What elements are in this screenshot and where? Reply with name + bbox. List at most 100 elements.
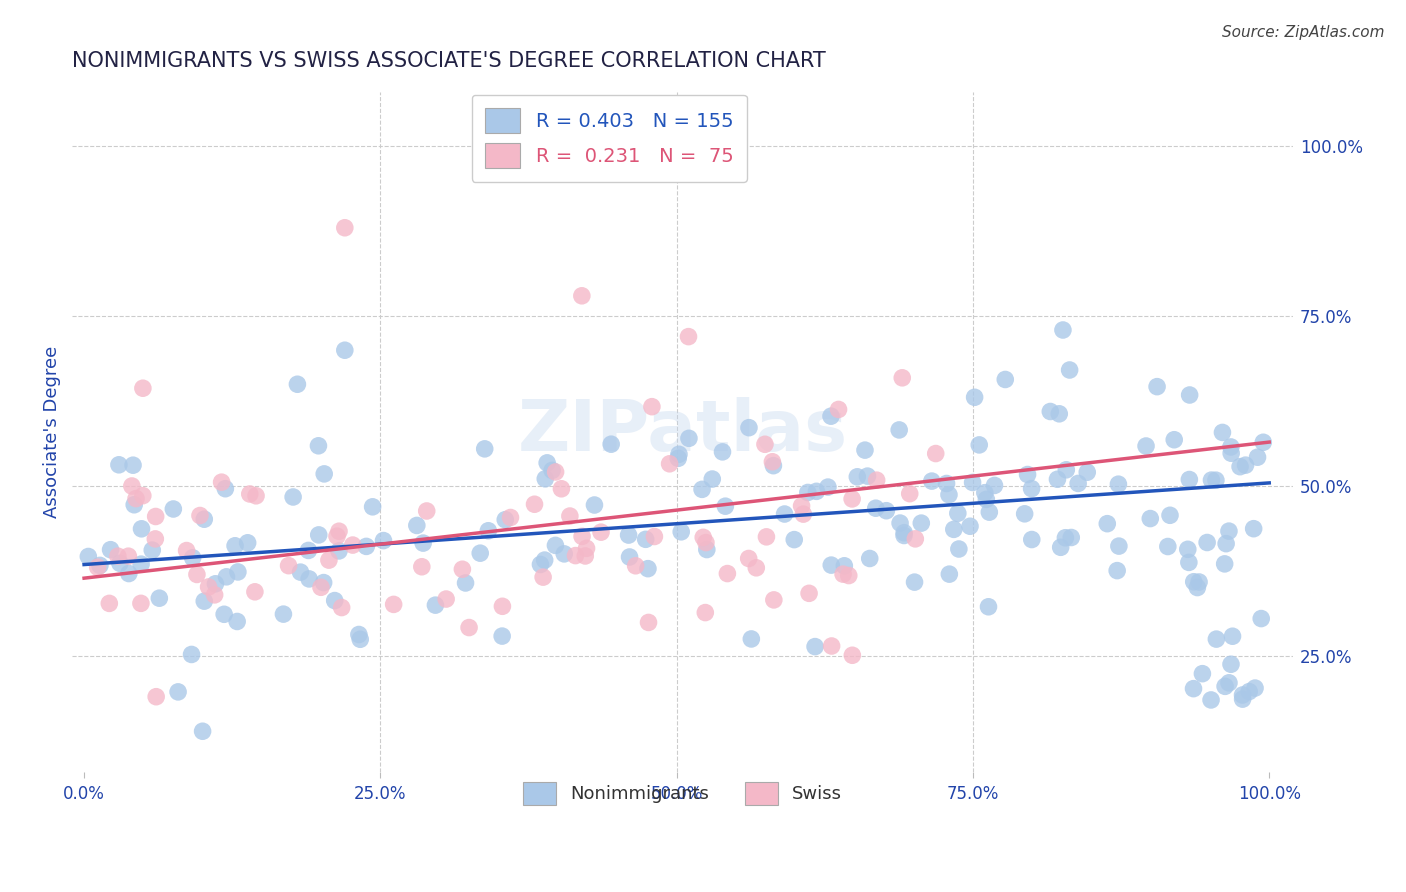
- Point: [328, 524, 350, 539]
- Point: [1054, 463, 1077, 477]
- Point: [412, 536, 434, 550]
- Point: [678, 431, 700, 445]
- Point: [1188, 574, 1211, 589]
- Point: [690, 483, 713, 497]
- Point: [212, 607, 235, 622]
- Text: Source: ZipAtlas.com: Source: ZipAtlas.com: [1222, 25, 1385, 40]
- Point: [118, 566, 141, 581]
- Point: [373, 533, 395, 548]
- Point: [893, 528, 915, 542]
- Point: [529, 558, 551, 572]
- Point: [637, 562, 659, 576]
- Text: NONIMMIGRANTS VS SWISS ASSOCIATE'S DEGREE CORRELATION CHART: NONIMMIGRANTS VS SWISS ASSOCIATE'S DEGRE…: [72, 51, 825, 70]
- Point: [589, 525, 612, 540]
- Point: [328, 544, 350, 558]
- Point: [948, 541, 970, 556]
- Point: [856, 469, 879, 483]
- Point: [141, 543, 163, 558]
- Point: [1234, 458, 1257, 472]
- Point: [946, 506, 969, 520]
- Point: [553, 547, 575, 561]
- Point: [204, 588, 226, 602]
- Point: [382, 598, 405, 612]
- Point: [89, 558, 111, 573]
- Point: [188, 508, 211, 523]
- Point: [162, 502, 184, 516]
- Point: [108, 556, 131, 570]
- Point: [564, 549, 586, 563]
- Point: [834, 558, 856, 573]
- Point: [1107, 564, 1129, 578]
- Point: [641, 400, 664, 414]
- Point: [820, 558, 842, 573]
- Point: [875, 504, 897, 518]
- Point: [889, 423, 911, 437]
- Point: [1054, 531, 1077, 545]
- Point: [1182, 574, 1205, 589]
- Point: [841, 648, 863, 663]
- Point: [994, 372, 1017, 386]
- Point: [1246, 450, 1268, 465]
- Point: [1182, 681, 1205, 696]
- Point: [962, 475, 984, 490]
- Point: [963, 390, 986, 404]
- Point: [176, 543, 198, 558]
- Point: [1215, 536, 1237, 550]
- Point: [841, 491, 863, 506]
- Point: [1251, 435, 1274, 450]
- Point: [477, 524, 499, 538]
- Legend: Nonimmigrants, Swiss: Nonimmigrants, Swiss: [515, 772, 851, 814]
- Point: [122, 498, 145, 512]
- Point: [1067, 476, 1090, 491]
- Point: [361, 500, 384, 514]
- Point: [1049, 541, 1071, 555]
- Point: [1178, 473, 1201, 487]
- Point: [349, 632, 371, 647]
- Point: [1014, 507, 1036, 521]
- Point: [541, 463, 564, 477]
- Point: [976, 492, 998, 507]
- Point: [77, 549, 100, 564]
- Point: [817, 480, 839, 494]
- Point: [425, 598, 447, 612]
- Point: [1177, 542, 1199, 557]
- Point: [716, 566, 738, 581]
- Point: [491, 599, 513, 614]
- Point: [454, 576, 477, 591]
- Point: [132, 489, 155, 503]
- Point: [1232, 688, 1254, 702]
- Point: [624, 558, 647, 573]
- Point: [1039, 404, 1062, 418]
- Point: [1205, 632, 1227, 646]
- Point: [804, 640, 827, 654]
- Point: [1219, 440, 1241, 454]
- Point: [790, 499, 813, 513]
- Point: [226, 565, 249, 579]
- Point: [866, 473, 889, 487]
- Point: [714, 499, 737, 513]
- Point: [211, 475, 233, 490]
- Point: [973, 485, 995, 500]
- Point: [1107, 477, 1129, 491]
- Point: [167, 685, 190, 699]
- Point: [129, 596, 152, 610]
- Point: [806, 484, 828, 499]
- Point: [534, 472, 557, 486]
- Point: [1146, 379, 1168, 393]
- Point: [827, 402, 849, 417]
- Point: [287, 377, 309, 392]
- Point: [1159, 508, 1181, 523]
- Point: [323, 593, 346, 607]
- Point: [1052, 323, 1074, 337]
- Point: [1191, 666, 1213, 681]
- Point: [226, 615, 249, 629]
- Point: [143, 532, 166, 546]
- Point: [298, 572, 321, 586]
- Point: [273, 607, 295, 621]
- Y-axis label: Associate's Degree: Associate's Degree: [44, 346, 60, 518]
- Point: [98, 596, 121, 610]
- Point: [745, 561, 768, 575]
- Point: [474, 442, 496, 456]
- Point: [125, 491, 148, 506]
- Point: [193, 594, 215, 608]
